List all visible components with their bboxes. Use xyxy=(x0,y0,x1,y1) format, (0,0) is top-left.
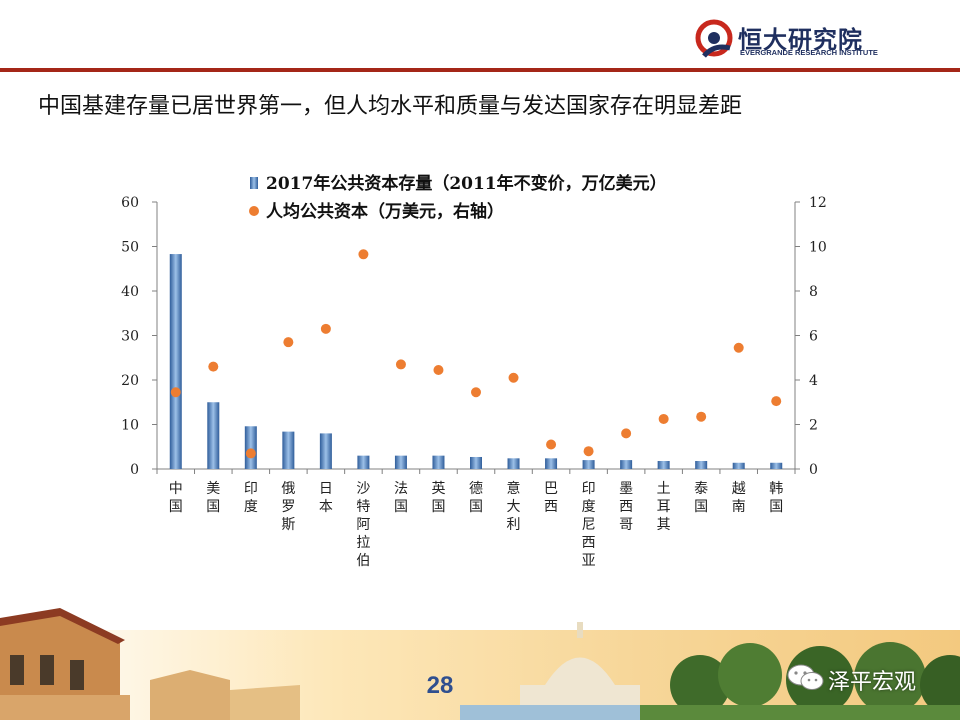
page-number: 28 xyxy=(426,672,454,699)
scatter-point xyxy=(395,359,406,370)
scatter-point xyxy=(658,413,669,424)
bar xyxy=(282,431,295,469)
y-right-tick-label: 8 xyxy=(809,284,818,300)
x-tick-label: 印度 xyxy=(244,481,258,515)
x-tick-label: 墨西哥 xyxy=(619,481,633,533)
y-right-tick-label: 12 xyxy=(809,195,827,211)
y-left-tick-label: 40 xyxy=(121,284,139,300)
legend-swatch-dot xyxy=(249,206,259,216)
x-tick-label: 德国 xyxy=(469,481,483,515)
legend-swatch-bar xyxy=(250,177,258,189)
logo-emblem-icon xyxy=(695,19,733,58)
y-right-tick-label: 0 xyxy=(809,462,818,478)
bar xyxy=(507,458,520,469)
scatter-point xyxy=(358,249,369,260)
scatter-point xyxy=(208,361,219,372)
x-tick-label: 俄罗斯 xyxy=(281,481,295,533)
bar xyxy=(545,458,558,469)
x-tick-label: 越南 xyxy=(732,481,746,515)
bar xyxy=(244,426,257,469)
brand-subtitle: EVERGRANDE RESEARCH INSTITUTE xyxy=(740,48,878,57)
y-left-tick-label: 10 xyxy=(121,418,139,434)
y-right-tick-label: 2 xyxy=(809,418,818,434)
scatter-point xyxy=(771,396,782,407)
scatter-point xyxy=(508,372,519,383)
scatter-point xyxy=(433,364,444,375)
bar xyxy=(470,456,482,469)
x-tick-label: 泰国 xyxy=(694,481,708,515)
y-left-tick-label: 30 xyxy=(121,329,139,345)
x-tick-label: 印度尼西亚 xyxy=(582,481,596,569)
scatter-point xyxy=(621,428,632,439)
wechat-icon xyxy=(787,664,824,690)
brand-name: 恒大研究院 xyxy=(738,26,863,54)
bar xyxy=(319,433,332,469)
y-left-tick-label: 20 xyxy=(121,373,139,389)
scatter-point xyxy=(245,448,256,459)
bar xyxy=(432,455,445,469)
x-tick-label: 法国 xyxy=(394,481,408,515)
bar xyxy=(207,402,220,469)
y-left-tick-label: 0 xyxy=(130,462,139,478)
bar xyxy=(169,254,182,469)
footer-banner xyxy=(0,600,960,720)
x-tick-label: 中国 xyxy=(169,481,183,515)
y-left-tick-label: 50 xyxy=(121,240,139,256)
scatter-point xyxy=(471,387,481,398)
legend-label-dot: 人均公共资本（万美元，右轴） xyxy=(266,201,504,222)
title-divider xyxy=(0,68,960,72)
x-tick-label: 意大利 xyxy=(507,480,521,533)
x-tick-label: 韩国 xyxy=(769,481,783,515)
scatter-point xyxy=(583,446,594,457)
watermark-text: 泽平宏观 xyxy=(828,670,917,695)
scatter-point xyxy=(283,337,294,348)
bar xyxy=(657,460,670,469)
scatter-point xyxy=(320,323,331,334)
brand-logo: 恒大研究院 EVERGRANDE RESEARCH INSTITUTE xyxy=(694,18,894,62)
slide-title: 中国基建存量已居世界第一，但人均水平和质量与发达国家存在明显差距 xyxy=(38,94,743,119)
bar xyxy=(357,455,370,469)
x-tick-label: 沙特阿拉伯 xyxy=(356,481,370,569)
x-tick-label: 美国 xyxy=(206,481,220,515)
bar xyxy=(620,460,633,469)
y-right-tick-label: 10 xyxy=(809,240,827,256)
watermark: 泽平宏观 xyxy=(786,660,956,696)
bar xyxy=(394,455,407,469)
x-tick-label: 英国 xyxy=(431,480,445,515)
x-tick-label: 日本 xyxy=(319,481,333,515)
scatter-point xyxy=(546,439,557,450)
bar xyxy=(582,460,595,469)
bar xyxy=(732,462,745,469)
scatter-point xyxy=(733,342,744,353)
legend-label-bar: 2017年公共资本存量（2011年不变价，万亿美元） xyxy=(266,173,667,194)
bar xyxy=(770,462,783,469)
y-right-tick-label: 6 xyxy=(809,329,818,345)
y-left-tick-label: 60 xyxy=(121,195,139,211)
scatter-point xyxy=(696,411,707,422)
scatter-point xyxy=(170,387,181,398)
bar xyxy=(695,460,708,469)
y-right-tick-label: 4 xyxy=(809,373,818,389)
x-tick-label: 巴西 xyxy=(544,481,558,515)
x-tick-label: 土耳其 xyxy=(657,481,671,533)
